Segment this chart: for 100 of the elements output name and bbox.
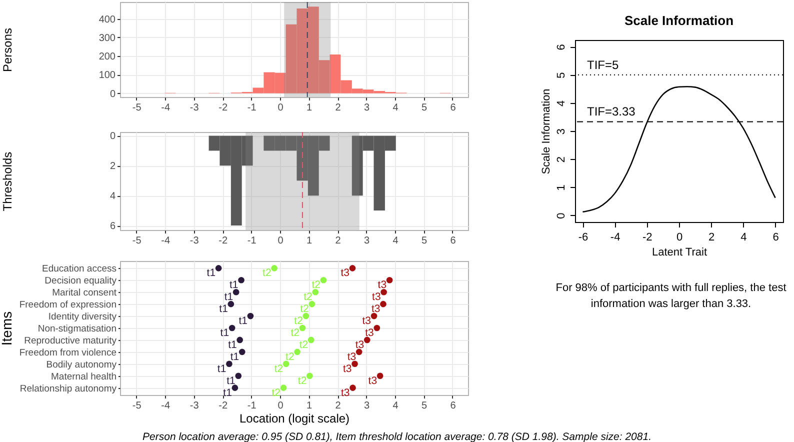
- text: t3: [341, 386, 350, 399]
- point: [380, 288, 387, 296]
- y-tick-label: 2: [110, 161, 116, 172]
- point: [228, 300, 234, 308]
- y-tick-label: 400: [98, 14, 116, 26]
- x-tick-label: 3: [364, 400, 370, 412]
- x-tick-label: 4: [392, 102, 399, 114]
- y-tick-label: Freedom of expression: [19, 300, 116, 311]
- y-tick-label: 2: [556, 156, 568, 163]
- x-tick-label: 3: [364, 102, 370, 114]
- x-tick-label: -2: [642, 232, 652, 244]
- point: [236, 336, 243, 344]
- x-tick-label: 0: [278, 400, 284, 412]
- x-tick-label: 6: [450, 400, 456, 412]
- text: For 98% of participants with full replies, the test information was larger than 3.33.: [556, 282, 786, 310]
- text: t3: [368, 374, 378, 387]
- point: [352, 360, 358, 368]
- text: t1: [230, 350, 240, 363]
- y-tick-label: 5: [556, 72, 568, 78]
- y-tick-label: Maternal health: [51, 371, 116, 382]
- x-tick-label: -4: [161, 400, 170, 412]
- text: t1: [238, 315, 248, 328]
- y-axis-title: Scale Information: [540, 88, 552, 174]
- text: t1: [226, 374, 236, 387]
- series-label: t2: [299, 338, 308, 351]
- x-axis-title: Location (logit scale): [239, 412, 350, 426]
- point: [308, 336, 314, 344]
- text: t2: [286, 350, 294, 363]
- text: t3: [355, 338, 364, 351]
- text: t2: [304, 291, 312, 304]
- x-tick-label: 0: [278, 102, 284, 114]
- text: t2: [294, 315, 303, 328]
- x-tick-label: -5: [132, 236, 142, 246]
- text: t2: [274, 362, 284, 375]
- x-tick-label: -4: [610, 232, 620, 244]
- x-tick-label: -5: [132, 400, 142, 412]
- text: t3: [365, 327, 374, 339]
- x-tick-label: 1: [306, 400, 313, 412]
- y-tick-label: 3: [556, 128, 568, 135]
- text: t3: [343, 362, 352, 375]
- point: [370, 312, 378, 320]
- x-tick-label: 2: [335, 236, 342, 246]
- y-tick-label: 0: [110, 131, 116, 142]
- point: [215, 265, 222, 272]
- y-axis-title: Thresholds: [0, 152, 14, 212]
- y-tick-label: 100: [98, 70, 116, 82]
- y-tick-label: 6: [110, 221, 116, 232]
- x-tick-label: -2: [218, 102, 228, 114]
- x-tick-label: 6: [450, 236, 456, 246]
- x-tick-label: 4: [392, 236, 399, 246]
- text: t1: [224, 291, 234, 304]
- x-tick-label: 3: [364, 236, 370, 246]
- x-tick-label: -1: [247, 102, 257, 114]
- text: t1: [220, 327, 230, 339]
- text: t1: [206, 267, 216, 280]
- x-tick-label: 6: [450, 102, 456, 114]
- text: Person location average: 0.95 (SD 0.81), Item threshold location average: 0.78 (SD 1.98). Sample size: 2081.: [142, 431, 652, 442]
- x-tick-label: 5: [421, 400, 428, 412]
- text: t3: [378, 279, 387, 292]
- chart-title: Scale Information: [624, 13, 734, 28]
- point: [308, 300, 316, 308]
- point: [356, 348, 362, 356]
- y-tick-label: 0: [556, 212, 568, 219]
- point: [350, 384, 356, 391]
- x-tick-label: 0: [278, 236, 284, 246]
- x-axis-title: Latent Trait: [652, 246, 708, 258]
- y-tick-label: Education access: [42, 264, 117, 275]
- x-tick-label: -2: [218, 236, 228, 246]
- text: t2: [300, 303, 309, 316]
- point: [299, 324, 306, 332]
- text: t2: [290, 327, 300, 339]
- ref-line-label: TIF=3.33: [587, 104, 636, 119]
- point: [282, 360, 290, 368]
- text: t1: [219, 303, 228, 316]
- x-tick-label: 2: [335, 400, 342, 412]
- x-tick-label: -4: [161, 236, 170, 246]
- y-tick-label: 200: [98, 52, 116, 63]
- y-tick-label: Decision equality: [44, 276, 117, 287]
- x-tick-label: 6: [772, 232, 779, 244]
- text: t3: [372, 291, 381, 304]
- y-tick-label: 6: [556, 44, 568, 50]
- point: [235, 372, 242, 380]
- point: [376, 372, 384, 380]
- x-tick-label: -3: [190, 102, 200, 114]
- x-tick-label: 4: [392, 400, 399, 412]
- point: [228, 324, 236, 332]
- point: [247, 312, 254, 320]
- point: [306, 372, 313, 380]
- x-tick-label: 4: [740, 232, 747, 244]
- x-tick-label: -3: [190, 236, 200, 246]
- text: t2: [312, 279, 320, 292]
- x-tick-label: 1: [306, 236, 313, 246]
- x-tick-label: 5: [421, 236, 428, 246]
- y-tick-label: 0: [110, 88, 116, 100]
- y-tick-label: Freedom from violence: [19, 347, 116, 358]
- x-tick-label: 5: [421, 102, 428, 114]
- series-label: t3: [340, 267, 350, 280]
- y-tick-label: Bodily autonomy: [46, 359, 117, 370]
- x-tick-label: -6: [578, 232, 588, 244]
- y-axis-title: Persons: [0, 28, 14, 72]
